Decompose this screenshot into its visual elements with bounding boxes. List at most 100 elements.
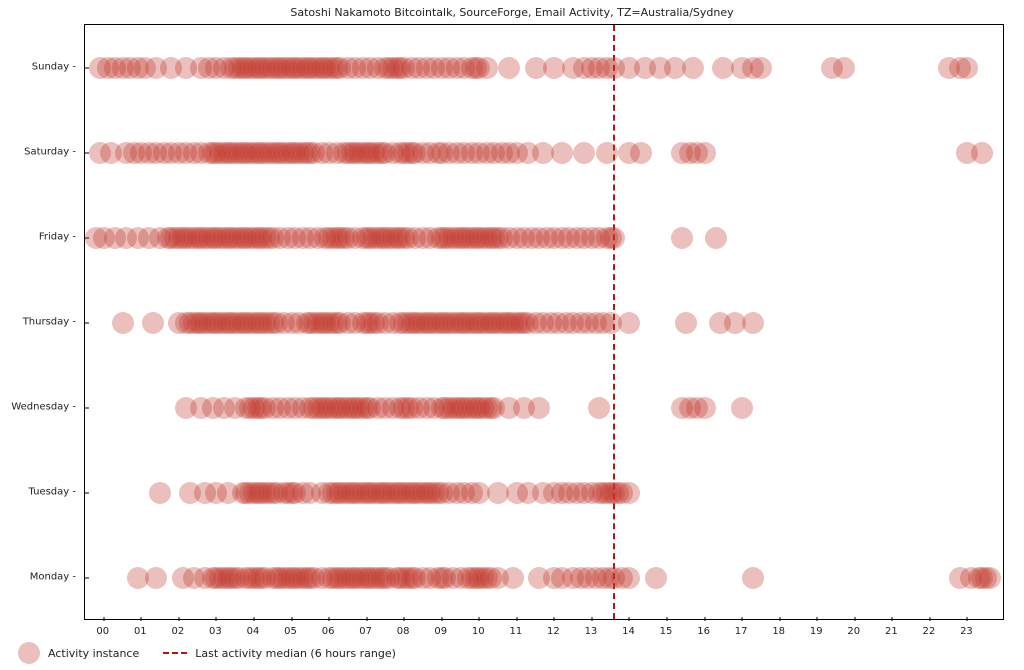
legend-item-median: Last activity median (6 hours range) (163, 647, 396, 660)
activity-dot (145, 567, 167, 589)
activity-dot (498, 57, 520, 79)
x-tick-mark (591, 617, 592, 621)
legend-item-activity: Activity instance (18, 642, 139, 664)
activity-dot (694, 397, 716, 419)
legend: Activity instance Last activity median (… (18, 642, 396, 664)
x-tick-label: 18 (772, 626, 785, 637)
activity-dot (705, 227, 727, 249)
activity-dot (742, 312, 764, 334)
activity-dot (956, 57, 978, 79)
x-tick-label: 04 (247, 626, 260, 637)
x-tick-label: 03 (209, 626, 222, 637)
x-tick-mark (441, 617, 442, 621)
activity-dot (630, 142, 652, 164)
activity-dot (645, 567, 667, 589)
x-tick-mark (967, 617, 968, 621)
x-tick-mark (667, 617, 668, 621)
x-tick-mark (178, 617, 179, 621)
x-tick-mark (329, 617, 330, 621)
x-tick-mark (291, 617, 292, 621)
x-tick-mark (554, 617, 555, 621)
x-tick-label: 11 (509, 626, 522, 637)
y-tick-mark (85, 323, 89, 324)
activity-dot (476, 57, 498, 79)
x-tick-mark (366, 617, 367, 621)
x-tick-label: 14 (622, 626, 635, 637)
activity-dot (502, 567, 524, 589)
activity-dot (149, 482, 171, 504)
x-tick-mark (479, 617, 480, 621)
activity-dot (979, 567, 1001, 589)
activity-dot (618, 567, 640, 589)
activity-dot (588, 397, 610, 419)
x-tick-mark (253, 617, 254, 621)
activity-dot (682, 57, 704, 79)
x-tick-label: 16 (697, 626, 710, 637)
activity-dot (573, 142, 595, 164)
activity-dot (618, 312, 640, 334)
y-tick-label: Sunday - (32, 61, 84, 72)
x-tick-label: 17 (735, 626, 748, 637)
y-tick-label: Wednesday - (11, 402, 84, 413)
x-tick-label: 07 (359, 626, 372, 637)
x-tick-label: 22 (923, 626, 936, 637)
x-tick-label: 01 (134, 626, 147, 637)
activity-dot (671, 227, 693, 249)
activity-dot (750, 57, 772, 79)
x-tick-mark (779, 617, 780, 621)
y-tick-label: Thursday - (23, 317, 84, 328)
x-tick-mark (817, 617, 818, 621)
x-tick-label: 15 (660, 626, 673, 637)
x-tick-label: 20 (847, 626, 860, 637)
y-tick-label: Tuesday - (29, 487, 84, 498)
x-tick-label: 23 (960, 626, 973, 637)
x-tick-mark (629, 617, 630, 621)
activity-dot (112, 312, 134, 334)
x-tick-label: 10 (472, 626, 485, 637)
plot-area (84, 24, 1004, 620)
x-tick-label: 06 (322, 626, 335, 637)
x-tick-label: 09 (434, 626, 447, 637)
activity-dot (142, 312, 164, 334)
legend-label: Activity instance (48, 647, 139, 660)
chart-title: Satoshi Nakamoto Bitcointalk, SourceForg… (0, 6, 1024, 19)
x-tick-label: 00 (96, 626, 109, 637)
y-tick-label: Saturday - (24, 146, 84, 157)
activity-dot (971, 142, 993, 164)
x-tick-label: 19 (810, 626, 823, 637)
x-tick-mark (216, 617, 217, 621)
activity-dot (528, 397, 550, 419)
x-tick-label: 08 (397, 626, 410, 637)
x-tick-mark (516, 617, 517, 621)
x-tick-mark (854, 617, 855, 621)
x-tick-mark (892, 617, 893, 621)
x-tick-mark (103, 617, 104, 621)
x-tick-label: 13 (585, 626, 598, 637)
x-tick-mark (742, 617, 743, 621)
activity-dot (596, 142, 618, 164)
x-tick-mark (704, 617, 705, 621)
x-tick-mark (141, 617, 142, 621)
activity-dot (742, 567, 764, 589)
y-tick-mark (85, 408, 89, 409)
activity-dot (603, 227, 625, 249)
legend-dot-swatch (18, 642, 40, 664)
y-tick-label: Monday - (30, 572, 84, 583)
x-tick-mark (929, 617, 930, 621)
y-tick-label: Friday - (39, 231, 84, 242)
legend-line-swatch (163, 652, 187, 654)
activity-dot (618, 482, 640, 504)
activity-dot (675, 312, 697, 334)
x-tick-label: 12 (547, 626, 560, 637)
activity-dot (833, 57, 855, 79)
activity-dot (694, 142, 716, 164)
legend-label: Last activity median (6 hours range) (195, 647, 396, 660)
x-tick-mark (404, 617, 405, 621)
activity-dot (551, 142, 573, 164)
y-tick-mark (85, 493, 89, 494)
y-tick-mark (85, 578, 89, 579)
activity-dot (731, 397, 753, 419)
x-tick-label: 21 (885, 626, 898, 637)
figure: Satoshi Nakamoto Bitcointalk, SourceForg… (0, 0, 1024, 670)
x-tick-label: 05 (284, 626, 297, 637)
